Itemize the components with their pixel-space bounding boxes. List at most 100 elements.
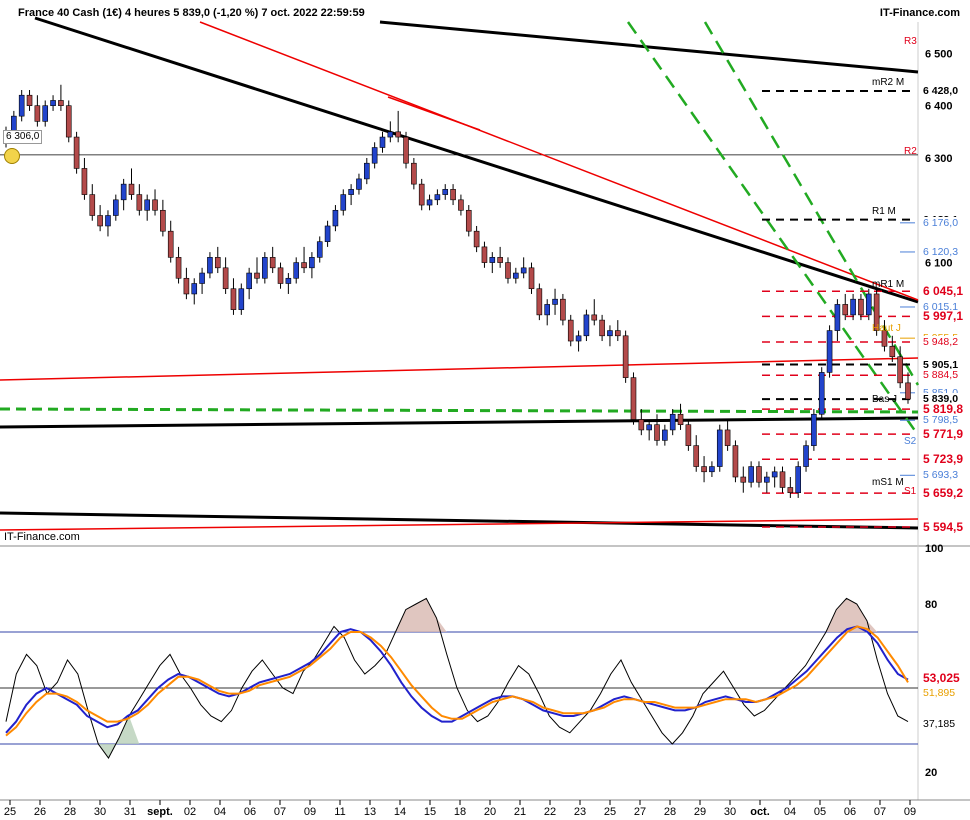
trendline-black-4 bbox=[0, 511, 919, 530]
candle-body bbox=[207, 257, 213, 274]
candle-body bbox=[505, 262, 511, 279]
osc-tick-label: 20 bbox=[925, 767, 937, 779]
ref-price-box: 6 306,0 bbox=[3, 130, 43, 144]
candle-body bbox=[575, 335, 582, 342]
price-level-label: 5 839,0 bbox=[921, 393, 961, 406]
candle-body bbox=[128, 183, 135, 195]
candle-body bbox=[881, 330, 888, 347]
candle-body bbox=[293, 262, 300, 279]
candle-body bbox=[340, 194, 347, 211]
candle-body bbox=[834, 304, 841, 331]
x-tick-label: 23 bbox=[574, 806, 586, 818]
price-level-label: 5 948,2 bbox=[921, 335, 961, 348]
candle-body bbox=[285, 277, 292, 284]
candle-body bbox=[520, 267, 527, 274]
x-tick-label: 06 bbox=[844, 806, 856, 818]
candle-body bbox=[528, 267, 535, 290]
x-tick-label: 05 bbox=[814, 806, 826, 818]
candle-body bbox=[607, 330, 613, 337]
alert-bell-icon[interactable] bbox=[4, 148, 20, 164]
x-tick-label: 15 bbox=[424, 806, 436, 818]
price-level-label: 5 723,9 bbox=[921, 452, 966, 467]
candle-body bbox=[716, 429, 723, 467]
pivot-tag: S2 bbox=[904, 436, 917, 448]
price-level-label: 5 693,3 bbox=[921, 469, 961, 482]
x-tick-label: 27 bbox=[634, 806, 646, 818]
x-tick-label: 09 bbox=[304, 806, 316, 818]
candle-body bbox=[356, 178, 362, 190]
x-tick-label: 07 bbox=[874, 806, 886, 818]
price-level-label: 5 798,5 bbox=[921, 414, 961, 427]
candle-body bbox=[324, 225, 331, 242]
candle-body bbox=[144, 199, 150, 211]
candle-body bbox=[332, 209, 339, 227]
trendline-green-1 bbox=[0, 407, 919, 414]
candle-body bbox=[136, 194, 143, 211]
x-tick-label: 04 bbox=[784, 806, 796, 818]
candle-body bbox=[238, 288, 245, 310]
candle-body bbox=[818, 372, 825, 415]
x-tick-label: oct. bbox=[750, 806, 770, 818]
candle-body bbox=[756, 466, 762, 483]
trendline-red-2 bbox=[0, 357, 919, 381]
chart-title: France 40 Cash (1€) 4 heures 5 839,0 (-1… bbox=[18, 7, 365, 19]
price-level-label: 6 120,3 bbox=[921, 245, 961, 258]
candle-body bbox=[709, 466, 715, 473]
candle-body bbox=[850, 298, 856, 316]
trendline-black-3 bbox=[0, 416, 919, 429]
candle-body bbox=[630, 377, 637, 420]
x-tick-label: 02 bbox=[184, 806, 196, 818]
candle-body bbox=[865, 293, 872, 316]
price-level-label: 6 428,0 bbox=[921, 85, 961, 98]
candle-body bbox=[724, 429, 731, 446]
candle-body bbox=[858, 298, 864, 316]
candle-body bbox=[654, 424, 660, 441]
candle-body bbox=[426, 199, 433, 206]
candle-body bbox=[442, 189, 449, 195]
candle-body bbox=[614, 330, 621, 337]
candle-body bbox=[560, 298, 566, 321]
candle-body bbox=[379, 136, 386, 148]
trendline-black-2 bbox=[379, 20, 919, 74]
brand-label[interactable]: IT-Finance.com bbox=[879, 7, 960, 19]
candle-body bbox=[481, 246, 488, 263]
price-level-label: 5 819,8 bbox=[921, 402, 966, 417]
candle-body bbox=[591, 314, 598, 321]
candle-body bbox=[458, 199, 464, 211]
candle-body bbox=[183, 277, 190, 295]
candle-body bbox=[254, 272, 260, 279]
overbought-fill bbox=[815, 598, 878, 632]
candle-body bbox=[160, 209, 166, 232]
x-tick-label: 26 bbox=[34, 806, 46, 818]
candle-body bbox=[262, 257, 268, 279]
candle-body bbox=[842, 304, 849, 316]
x-tick-label: 09 bbox=[904, 806, 916, 818]
candle-body bbox=[175, 257, 182, 279]
candle-body bbox=[152, 199, 158, 211]
price-level-label: 5 771,9 bbox=[921, 427, 966, 442]
candle-body bbox=[513, 272, 519, 279]
x-tick-label: 30 bbox=[724, 806, 736, 818]
pivot-tag: R1 M bbox=[872, 205, 896, 217]
pivot-tag: mS1 M bbox=[872, 477, 904, 489]
x-tick-label: 06 bbox=[244, 806, 256, 818]
candle-body bbox=[214, 257, 221, 269]
price-level-label: 5 997,1 bbox=[921, 309, 966, 324]
trendline-red-1 bbox=[199, 21, 919, 301]
osc-line-signal bbox=[5, 625, 909, 737]
candle-body bbox=[246, 272, 252, 290]
candle-body bbox=[803, 445, 809, 467]
candle-body bbox=[536, 288, 543, 316]
candle-body bbox=[113, 199, 119, 216]
candle-body bbox=[787, 487, 794, 494]
candle-body bbox=[764, 476, 770, 483]
candle-body bbox=[489, 257, 496, 263]
x-tick-label: 28 bbox=[664, 806, 676, 818]
candle-body bbox=[309, 257, 315, 269]
candle-body bbox=[395, 131, 401, 138]
candle-body bbox=[599, 319, 605, 337]
y-tick-label: 6 100 bbox=[925, 258, 953, 270]
trendline-green-3 bbox=[703, 21, 920, 386]
candle-body bbox=[434, 194, 441, 201]
